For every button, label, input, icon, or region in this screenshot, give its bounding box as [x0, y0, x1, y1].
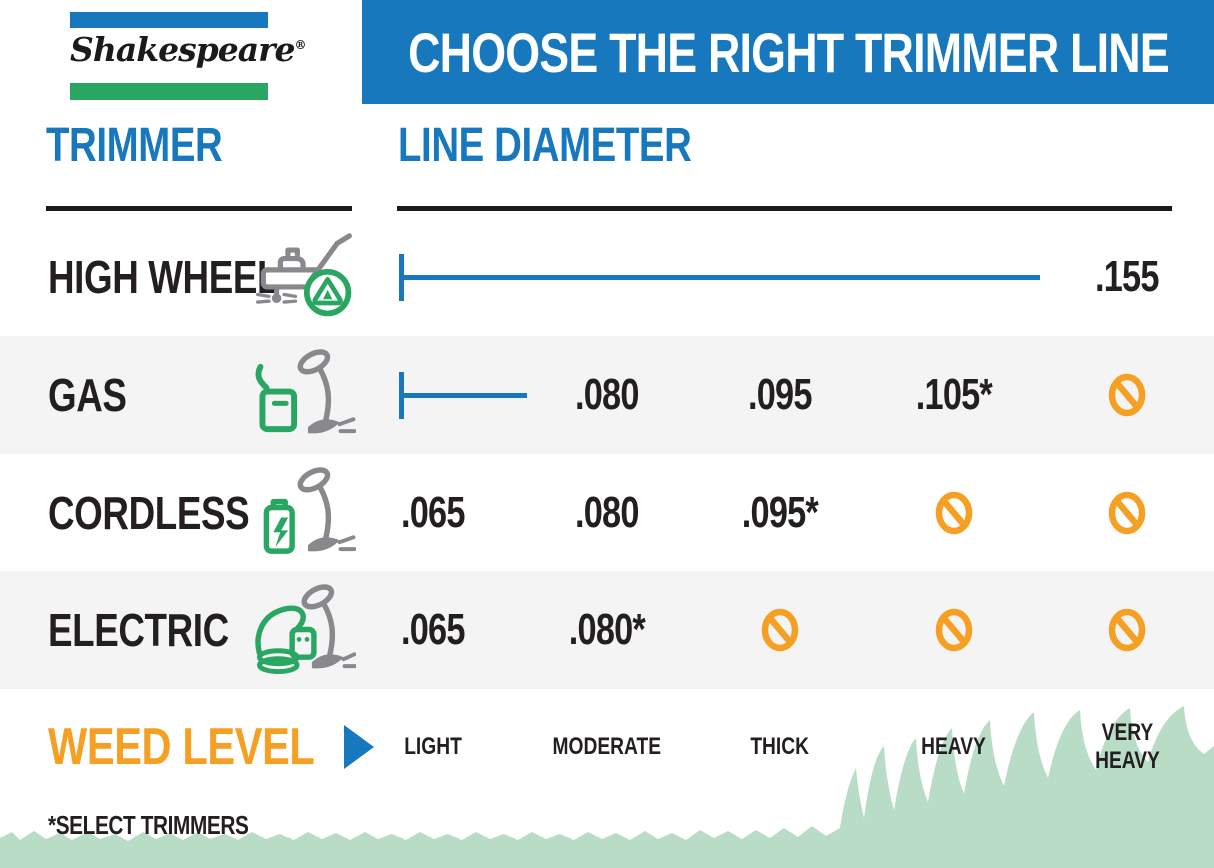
cell-very-heavy	[1040, 454, 1214, 572]
cell-light	[346, 218, 520, 336]
page-title: CHOOSE THE RIGHT TRIMMER LINE	[407, 20, 1170, 84]
cell-thick: .095*	[693, 454, 867, 572]
no-symbol-icon	[1108, 491, 1146, 535]
diameter-value: .080	[574, 488, 639, 537]
weed-level-heavy: HEAVY	[921, 733, 986, 761]
diameter-value: .155	[1095, 252, 1160, 301]
high-wheel-trimmer-icon	[252, 230, 356, 324]
row-label: CORDLESS	[48, 487, 250, 539]
cell-very-heavy: .155	[1040, 218, 1214, 336]
row-cells: .065 .080*	[346, 571, 1214, 689]
diameter-value: .095	[748, 370, 812, 419]
diameter-value: .105*	[915, 370, 992, 419]
cell-light	[346, 336, 520, 454]
logo-brand-name: Shakespeare	[70, 30, 295, 69]
cell-heavy	[867, 454, 1041, 572]
cell-very-heavy	[1040, 336, 1214, 454]
registered-trademark-symbol: ®	[294, 38, 306, 52]
cell-moderate: .080	[520, 336, 694, 454]
line-diameter-heading-rule	[397, 206, 1172, 211]
table-row-gas: GAS .080	[0, 336, 1214, 454]
cell-moderate: .080	[520, 454, 694, 572]
table-row-cordless: CORDLESS .065	[0, 454, 1214, 572]
weed-level-light: LIGHT	[403, 733, 462, 761]
logo-blue-bar	[70, 12, 268, 28]
row-cells: .080 .095 .105*	[346, 336, 1214, 454]
no-symbol-icon	[1108, 373, 1146, 417]
table-row-electric: ELECTRIC	[0, 571, 1214, 689]
no-symbol-icon	[761, 608, 799, 652]
diameter-value: .065	[400, 605, 465, 654]
weed-level-very-heavy: VERY HEAVY	[1094, 719, 1160, 774]
weed-level-thick: THICK	[750, 733, 810, 761]
line-diameter-heading: LINE DIAMETER	[398, 119, 692, 172]
row-label: HIGH WHEEL	[48, 251, 280, 303]
row-label: GAS	[48, 369, 127, 421]
cell-thick	[693, 571, 867, 689]
cell-heavy	[867, 571, 1041, 689]
cell-heavy: .105*	[867, 336, 1041, 454]
cell-moderate	[520, 218, 694, 336]
no-symbol-icon	[935, 491, 972, 535]
weed-level-labels: LIGHT MODERATE THICK HEAVY VERY HEAVY	[346, 689, 1214, 805]
row-cells: .155	[346, 218, 1214, 336]
cell-very-heavy	[1040, 571, 1214, 689]
trimmer-heading: TRIMMER	[46, 119, 223, 172]
diameter-value: .065	[400, 488, 465, 537]
diameter-range-bar	[399, 372, 527, 419]
diameter-value: .080*	[568, 605, 645, 654]
cell-light: .065	[346, 454, 520, 572]
row-label: ELECTRIC	[48, 604, 229, 656]
weed-level-row: WEED LEVEL LIGHT MODERATE THICK HEAVY VE…	[0, 689, 1214, 805]
diameter-value: .095*	[741, 488, 819, 537]
weed-level-heading: WEED LEVEL	[48, 718, 315, 776]
logo-wordmark: Shakespeare®	[70, 30, 306, 69]
grass-decoration	[0, 706, 1214, 868]
shakespeare-logo: Shakespeare®	[70, 12, 306, 100]
weed-level-arrow-icon	[344, 725, 374, 769]
weed-level-moderate: MODERATE	[552, 733, 661, 761]
electric-trimmer-icon	[252, 583, 358, 677]
cell-light: .065	[346, 571, 520, 689]
row-cells: .065 .080 .095*	[346, 454, 1214, 572]
cell-moderate: .080*	[520, 571, 694, 689]
cell-thick	[693, 218, 867, 336]
diameter-value: .080	[574, 370, 639, 419]
no-symbol-icon	[1108, 608, 1146, 652]
diameter-range-bar	[399, 254, 1040, 301]
cell-thick: .095	[693, 336, 867, 454]
table-row-high-wheel: HIGH WHEEL	[0, 218, 1214, 336]
footnote: *SELECT TRIMMERS	[48, 810, 249, 840]
cordless-trimmer-icon	[252, 466, 357, 560]
logo-green-bar	[70, 83, 268, 100]
header-banner: CHOOSE THE RIGHT TRIMMER LINE	[362, 0, 1214, 104]
trimmer-heading-rule	[46, 206, 352, 211]
cell-heavy	[867, 218, 1041, 336]
no-symbol-icon	[935, 608, 972, 652]
gas-trimmer-icon	[252, 348, 357, 442]
